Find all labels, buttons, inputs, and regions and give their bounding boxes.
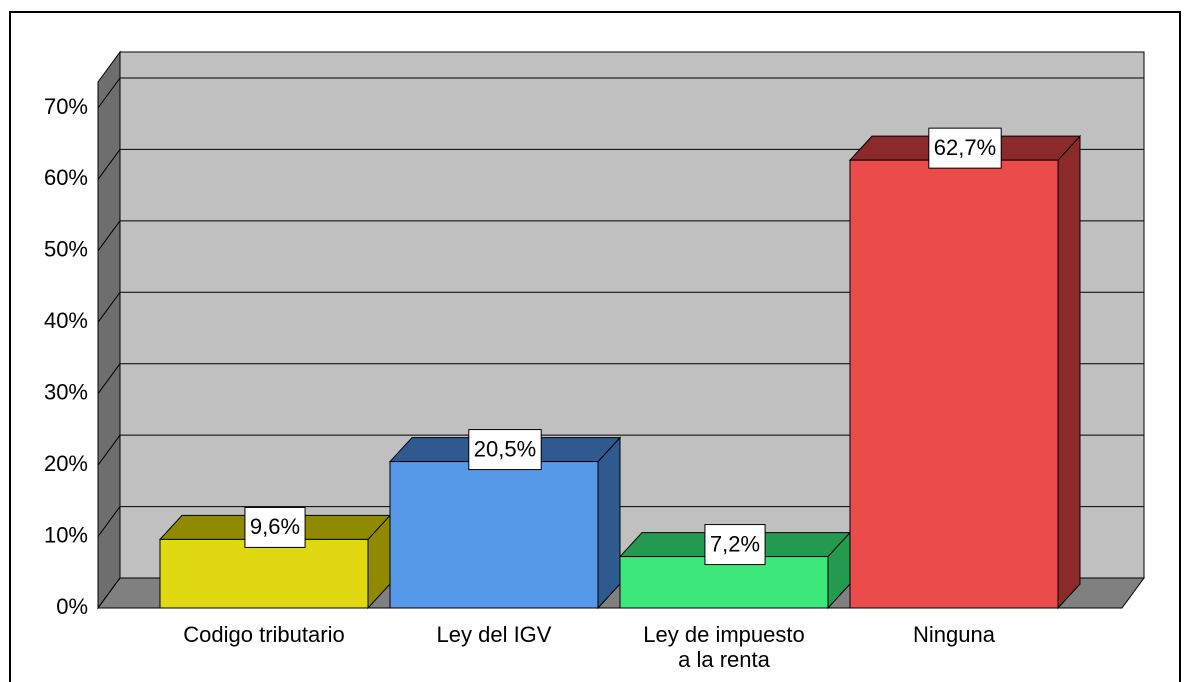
bar <box>158 514 392 610</box>
grid-line-side <box>97 577 121 609</box>
grid-line-side <box>97 149 121 180</box>
y-tick-label: 60% <box>44 165 88 190</box>
y-tick-label: 70% <box>44 94 88 119</box>
y-tick-label: 50% <box>44 237 88 262</box>
side-wall <box>97 50 121 610</box>
grid-line-side <box>97 77 121 109</box>
grid-line-side <box>97 506 121 537</box>
y-tick-label: 10% <box>44 522 88 547</box>
value-label: 7,2% <box>710 531 760 556</box>
value-label-box <box>704 524 766 566</box>
bar <box>388 436 622 610</box>
bar-side <box>597 436 621 610</box>
x-tick-label: Codigo tributario <box>183 622 345 647</box>
x-tick-label: Ley del IGV <box>436 622 552 647</box>
bar-front <box>389 461 599 609</box>
y-tick-label: 30% <box>44 380 88 405</box>
x-tick-label: Ninguna <box>913 622 995 647</box>
value-label-box <box>244 506 306 548</box>
bar-front <box>619 556 829 609</box>
value-label-box <box>468 429 542 471</box>
y-tick-label: 0% <box>56 594 88 619</box>
value-label: 20,5% <box>474 436 536 461</box>
value-label: 62,7% <box>934 135 996 160</box>
y-tick-label: 20% <box>44 451 88 476</box>
bar-front <box>159 538 369 609</box>
grid-line-side <box>97 363 121 395</box>
grid-line-side <box>97 434 121 466</box>
y-tick-label: 40% <box>44 308 88 333</box>
x-tick-label: Ley de impuesto a la renta <box>643 622 805 672</box>
bar-front <box>849 159 1059 609</box>
grid-line-side <box>97 220 121 252</box>
bar <box>848 134 1082 610</box>
value-label: 9,6% <box>250 514 300 539</box>
value-label-box <box>928 127 1002 169</box>
bar-side <box>1057 134 1081 610</box>
grid-line-side <box>97 291 121 323</box>
